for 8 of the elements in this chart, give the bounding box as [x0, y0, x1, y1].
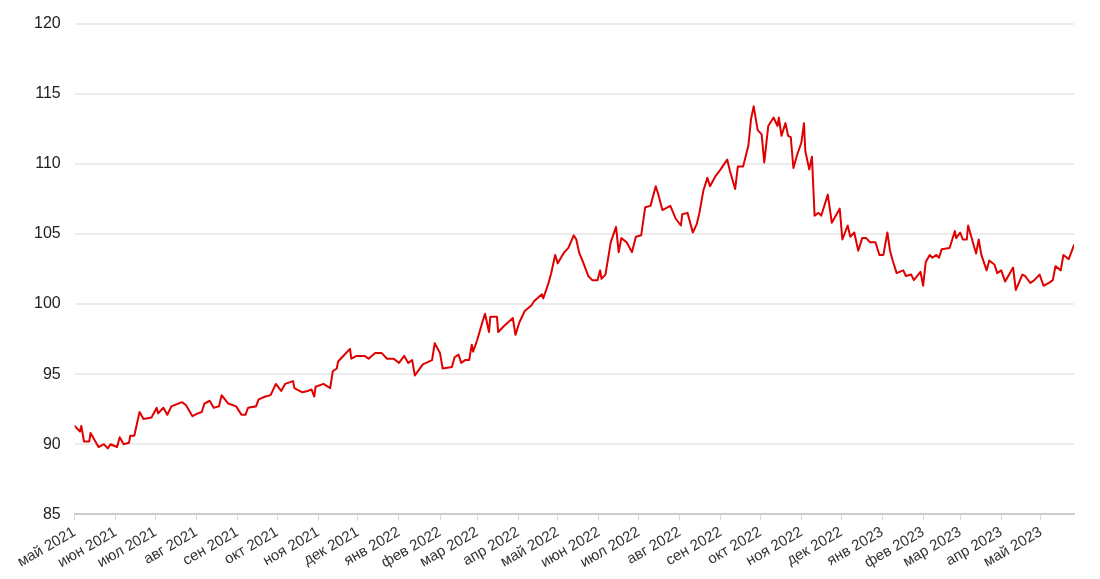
y-tick-label: 95 [42, 364, 61, 382]
y-tick-label: 120 [33, 14, 61, 32]
y-tick-label: 100 [33, 294, 61, 312]
y-tick-label: 115 [35, 84, 61, 102]
y-tick-label: 110 [35, 154, 61, 172]
y-tick-label: 105 [33, 224, 61, 242]
y-tick-label: 90 [42, 434, 61, 452]
y-tick-label: 85 [42, 504, 61, 522]
